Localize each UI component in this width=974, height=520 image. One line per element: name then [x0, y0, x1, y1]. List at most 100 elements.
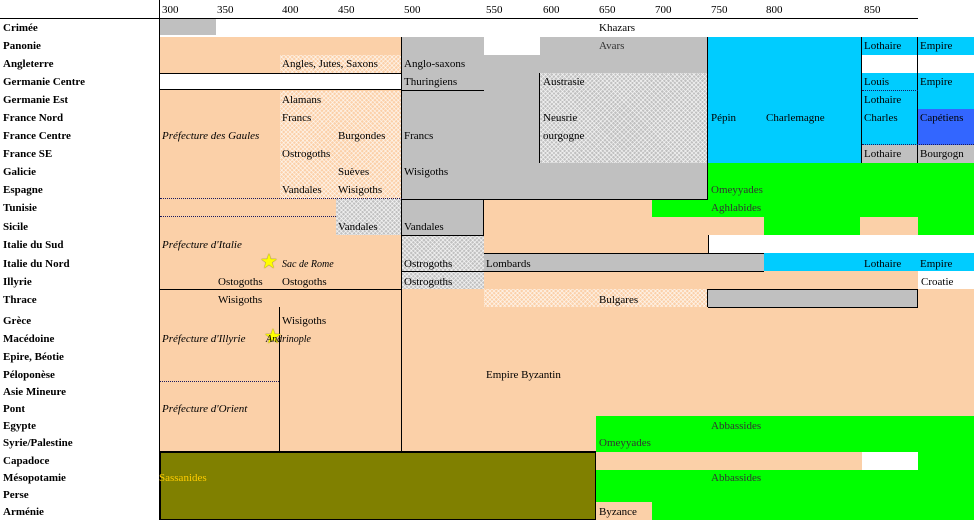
line-thrace-gray-bot [708, 307, 918, 308]
label-bulgares: Bulgares [599, 294, 639, 306]
label-column-line [159, 0, 160, 520]
label-prefecture-orient: Préfecture d'Orient [162, 403, 248, 415]
region-label: Pont [3, 403, 25, 415]
label-wisigoths-thr: Wisigoths [218, 294, 263, 306]
label-charles: Charles [864, 112, 898, 124]
carolingian-blue-lower [708, 145, 862, 163]
label-abbassides-mes: Abbassides [711, 472, 762, 484]
dash-germ-est [862, 90, 918, 91]
region-label: Péloponèse [3, 369, 55, 381]
label-ourgogne: ourgogne [543, 130, 585, 142]
year-label: 800 [766, 4, 783, 16]
line-carolingian-left [707, 37, 708, 199]
label-empire-byzantin: Empire Byzantin [486, 369, 561, 381]
region-label: Tunisie [3, 202, 37, 214]
region-label: Mésopotamie [3, 472, 66, 484]
label-avars: Avars [599, 40, 625, 52]
capadoce-white [862, 452, 918, 470]
avars-gray [540, 37, 708, 55]
year-label: 650 [599, 4, 616, 16]
region-label: Germanie Centre [3, 76, 85, 88]
capadoce-byz [596, 452, 862, 470]
label-empire-panonie: Empire [920, 40, 953, 52]
dash-macedoine [160, 381, 279, 382]
year-label: 700 [655, 4, 672, 16]
vandales-sicile-hatch [336, 199, 402, 235]
wisigoths-gray [402, 163, 708, 199]
line-400 [279, 307, 280, 452]
sicile-green-right [918, 217, 974, 235]
angleterre-white [862, 55, 974, 73]
crimea-gray [160, 19, 216, 35]
lombards-gray [484, 253, 764, 271]
label-charlemagne: Charlemagne [766, 112, 825, 124]
line-thrace-gray-right [917, 289, 918, 307]
region-label: Germanie Est [3, 94, 69, 106]
ostrogoths-italy-hatch [402, 235, 484, 289]
label-sassanides: Sassanides [159, 472, 207, 484]
sicile-green [764, 217, 860, 235]
line-lombards-bot [402, 271, 764, 272]
francs-gray [402, 73, 540, 163]
label-vandales-sic: Vandales [338, 221, 378, 233]
austrasie-hatch [540, 73, 708, 163]
region-label: Capadoce [3, 455, 50, 467]
label-wisigoths-esp: Wisigoths [338, 184, 383, 196]
region-label: Grèce [3, 315, 32, 327]
alamans-hatch [280, 91, 402, 199]
line-thrace-gray-top [708, 289, 918, 290]
region-label: Epire, Béotie [3, 351, 64, 363]
region-label: Syrie/Palestine [3, 437, 73, 449]
year-label: 750 [711, 4, 728, 16]
label-angles: Angles, Jutes, Saxons [282, 58, 378, 70]
croatie-white [918, 271, 974, 289]
label-sac-de-rome: Sac de Rome [282, 259, 334, 270]
illyrie-area [160, 271, 402, 451]
region-label: Angleterre [3, 58, 54, 70]
andrinople-star-icon: ★ [264, 326, 282, 348]
label-lothaire-fr: Lothaire [864, 148, 902, 160]
sac-de-rome-star-icon: ★ [260, 251, 278, 273]
label-khazars: Khazars [599, 22, 636, 34]
label-austrasie: Austrasie [543, 76, 585, 88]
label-ostrogoths-it: Ostrogoths [404, 258, 453, 270]
label-anglosaxons: Anglo-saxons [404, 58, 466, 70]
line-900 [917, 37, 918, 163]
line-vandales-left [483, 199, 484, 235]
label-andrinople: Andrinople [266, 334, 311, 345]
line-thrace-gray-left [707, 289, 708, 307]
year-label: 300 [162, 4, 179, 16]
label-prefecture-italie: Préfecture d'Italie [162, 239, 242, 251]
region-label: Thrace [3, 294, 37, 306]
label-wisigoths-gal: Wisigoths [404, 166, 449, 178]
label-pepin: Pépin [711, 112, 737, 124]
region-label: Perse [3, 489, 29, 501]
region-label: Galicie [3, 166, 36, 178]
label-capetiens: Capétiens [920, 112, 964, 124]
omeyyades-espagne [708, 163, 974, 199]
region-label: Illyrie [3, 276, 32, 288]
year-label: 500 [404, 4, 421, 16]
label-vandales-sic2: Vandales [404, 221, 444, 233]
region-label: France Nord [3, 112, 64, 124]
germanie-centre-white [160, 73, 402, 90]
label-empire-it: Empire [920, 258, 953, 270]
region-label: Asie Mineure [3, 386, 67, 398]
dash-espagne [160, 198, 402, 199]
year-label: 600 [543, 4, 560, 16]
label-ostrogoths-fr: Ostrogoths [282, 148, 331, 160]
label-omeyyades-syr: Omeyyades [599, 437, 651, 449]
label-lothaire-germ: Lothaire [864, 94, 902, 106]
label-lothaire-it: Lothaire [864, 258, 902, 270]
region-label: Italie du Nord [3, 258, 70, 270]
lothaire-italy-blue [764, 253, 974, 271]
label-neusrie: Neusrie [543, 112, 578, 124]
region-label: Crimée [3, 22, 38, 34]
bulgares-hatch [484, 289, 708, 307]
abbassides-mesopotamie [596, 470, 974, 520]
region-label: Macédoine [3, 333, 55, 345]
line-wisigoths-bot [402, 199, 708, 200]
region-label: Italie du Sud [3, 239, 64, 251]
label-sueves: Suèves [338, 166, 370, 178]
label-vandales-esp: Vandales [282, 184, 322, 196]
